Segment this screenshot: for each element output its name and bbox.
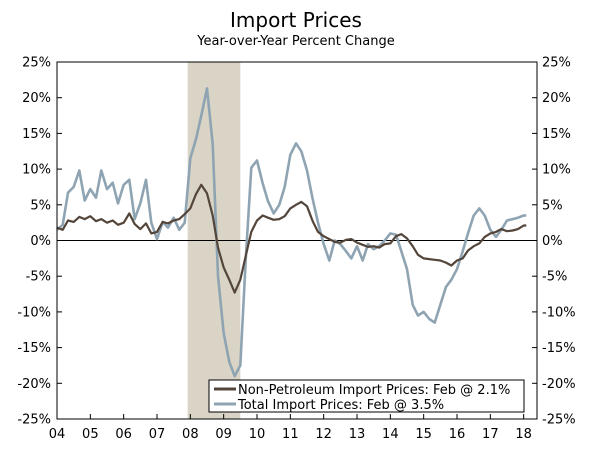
y-tick-label-left: 25% xyxy=(22,56,51,71)
x-tick-label: 06 xyxy=(115,427,132,442)
y-tick-label-left: -5% xyxy=(26,270,51,285)
x-tick-label: 18 xyxy=(515,427,532,442)
chart-subtitle: Year-over-Year Percent Change xyxy=(196,34,394,49)
y-tick-label-right: 5% xyxy=(542,198,563,213)
x-tick-label: 11 xyxy=(282,427,299,442)
legend-label-total: Total Import Prices: Feb @ 3.5% xyxy=(237,398,444,413)
y-tick-label-left: -25% xyxy=(17,413,51,428)
chart-title: Import Prices xyxy=(230,8,362,32)
x-tick-label: 10 xyxy=(249,427,266,442)
series-line-total xyxy=(56,87,527,378)
y-tick-label-right: 10% xyxy=(542,163,571,178)
y-tick-label-right: 15% xyxy=(542,127,571,142)
y-tick-label-left: 15% xyxy=(22,127,51,142)
x-tick-label: 05 xyxy=(82,427,99,442)
y-tick-label-right: -5% xyxy=(542,270,567,285)
y-tick-label-left: -15% xyxy=(17,341,51,356)
legend-label-non-petroleum: Non-Petroleum Import Prices: Feb @ 2.1% xyxy=(238,383,510,398)
legend-box xyxy=(208,379,525,413)
plot-area: 25% 25% 20% 20% 15% 15% 10% 10% 5% 5% 0% 0% -5% -5% -1… xyxy=(17,56,575,443)
y-tick-label-left: -10% xyxy=(17,305,51,320)
x-tick-label: 15 xyxy=(415,427,432,442)
series-line-non-petroleum xyxy=(56,183,527,294)
x-tick-label: 12 xyxy=(315,427,332,442)
y-tick-label-left: 0% xyxy=(30,234,51,249)
y-tick-label-right: -15% xyxy=(542,341,576,356)
y-tick-label-left: 5% xyxy=(30,198,51,213)
y-tick-label-right: -10% xyxy=(542,305,576,320)
y-tick-label-left: 10% xyxy=(22,163,51,178)
x-tick-label: 16 xyxy=(449,427,466,442)
x-tick-label: 14 xyxy=(382,427,399,442)
y-tick-label-right: 0% xyxy=(542,234,563,249)
legend: Non-Petroleum Import Prices: Feb @ 2.1% … xyxy=(208,379,525,413)
x-tick-label: 09 xyxy=(215,427,232,442)
y-tick-label-left: 20% xyxy=(22,91,51,106)
y-tick-label-left: -20% xyxy=(17,377,51,392)
y-tick-label-right: 25% xyxy=(542,56,571,71)
x-tick-label: 13 xyxy=(349,427,366,442)
x-tick-label: 17 xyxy=(482,427,499,442)
y-tick-label-right: 20% xyxy=(542,91,571,106)
x-tick-label: 04 xyxy=(49,427,66,442)
x-tick-label: 07 xyxy=(149,427,166,442)
y-tick-label-right: -20% xyxy=(542,377,576,392)
x-tick-label: 08 xyxy=(182,427,199,442)
y-tick-label-right: -25% xyxy=(542,413,576,428)
